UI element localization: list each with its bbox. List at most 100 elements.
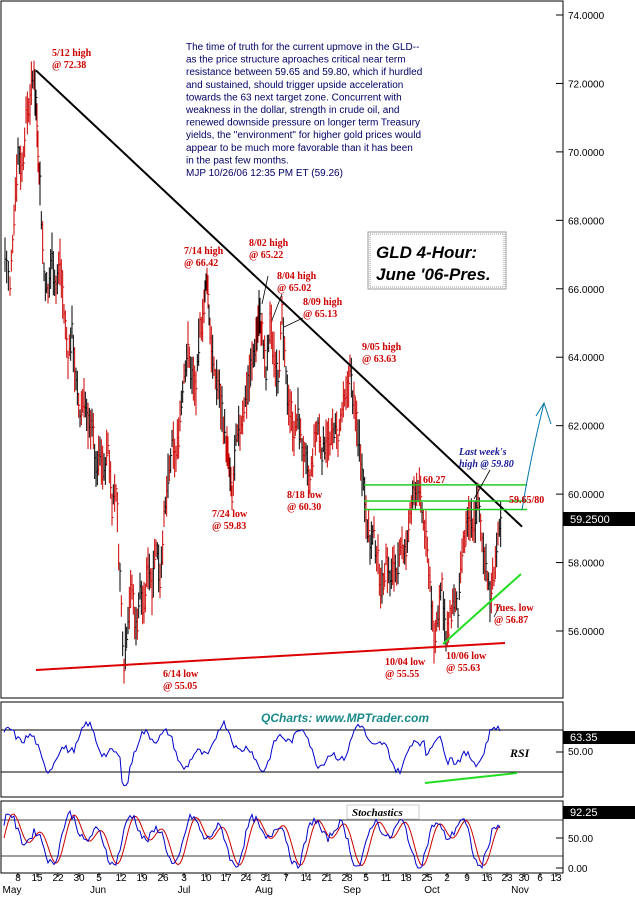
annotation-label: @ 72.38 (52, 60, 86, 71)
annotation-label: 8/18 low (287, 490, 323, 501)
annotation-label: 60.27 (423, 475, 446, 486)
stoch-panel: Stochastics 50.00 0.00 92.25 (1, 804, 635, 875)
commentary-line: weakness in the dollar, strength in crud… (185, 105, 399, 116)
x-tick-label: 8 (15, 873, 21, 884)
y-tick-label: 64.0000 (568, 353, 605, 364)
pointer-line-last-week (473, 469, 491, 500)
x-axis: 8 15 22 30 5 12 19 26 3 10 17 24 31 7 14 21 28 5 11 18 25 2 9 1… (3, 873, 562, 896)
x-month-label: Aug (255, 885, 273, 896)
x-tick-label: 10 (200, 873, 212, 884)
x-tick-label: 9 (464, 873, 470, 884)
rsi-last-value: 63.35 (570, 732, 598, 744)
stoch-last-value: 92.25 (570, 807, 598, 819)
annotation-label: Last week's (458, 447, 507, 458)
x-tick-label: 5 (363, 873, 369, 884)
rising-support-line (442, 573, 522, 645)
x-tick-label: 14 (300, 873, 312, 884)
commentary-line: yields, the "environment" for higher gol… (186, 130, 421, 141)
annotation-label: 5/12 high (52, 48, 92, 59)
stoch-d-line (3, 813, 501, 867)
rsi-panel: QCharts: www.MPTrader.com RSI 50.00 63.35 (1, 711, 635, 787)
x-tick-label: 3 (181, 873, 187, 884)
annotation-label: 8/09 high (303, 297, 343, 308)
annotation-label: @ 66.42 (184, 258, 218, 269)
support-line (35, 642, 506, 671)
annotation-label: @ 65.02 (277, 283, 311, 294)
x-month-label: Oct (424, 885, 440, 896)
downtrend-line (35, 69, 523, 528)
commentary-line: resistance between 59.65 and 59.80, whic… (186, 67, 422, 78)
x-tick-label: 15 (31, 873, 43, 884)
pointer-line-8-02 (261, 275, 269, 305)
annotation-label: @ 63.63 (362, 354, 396, 365)
stoch-label-box (346, 804, 420, 820)
x-tick-label: 19 (136, 873, 148, 884)
annotation-label: 6/14 low (163, 669, 199, 680)
rsi-y-tick: 50.00 (568, 747, 593, 758)
chart-title-box: GLD 4-Hour: June '06-Pres. (367, 231, 507, 290)
x-month-label: Sep (343, 885, 361, 896)
annotation-label: 10/06 low (446, 651, 487, 662)
annotation-label: 7/24 low (212, 509, 248, 520)
y-tick-label: 60.0000 (568, 490, 605, 501)
x-tick-label: 28 (341, 873, 353, 884)
price-lines (35, 69, 552, 671)
annotation-label: 10/04 low (385, 657, 426, 668)
x-tick-label: 30 (518, 873, 530, 884)
y-tick-label: 62.0000 (568, 422, 605, 433)
commentary-line: The time of truth for the current upmove… (186, 42, 419, 53)
x-tick-label: 7 (283, 873, 289, 884)
annotation-label: high @ 59.80 (459, 459, 514, 470)
watermark: QCharts: www.MPTrader.com (261, 711, 429, 725)
projection-arrow (521, 402, 545, 511)
y-tick-label: 68.0000 (568, 216, 605, 227)
stoch-y-tick-0: 0.00 (568, 864, 588, 875)
chart-title-line-2: June '06-Pres. (376, 265, 491, 284)
x-tick-label: 13 (550, 873, 562, 884)
x-tick-label: 26 (157, 873, 169, 884)
price-y-ticks: 74.0000 72.0000 70.0000 68.0000 66.0000 64.00… (556, 11, 605, 638)
x-tick-label: 6 (537, 873, 543, 884)
annotation-label: @ 65.22 (249, 250, 283, 261)
x-tick-label: 17 (220, 873, 232, 884)
annotation-label: 8/02 high (249, 238, 289, 249)
stoch-y-tick-50: 50.00 (568, 834, 593, 845)
x-tick-label: 31 (260, 873, 272, 884)
annotation-label: 59.65/80 (509, 495, 544, 506)
annotation-label: 9/05 high (362, 342, 402, 353)
commentary-line: in the past few months. (186, 155, 289, 166)
x-tick-label: 21 (321, 873, 333, 884)
x-tick-label: 2 (444, 873, 450, 884)
commentary-line: renewed downside pressure on longer term… (186, 118, 420, 129)
y-tick-label: 58.0000 (568, 559, 605, 570)
stoch-last-value-box (563, 806, 635, 819)
annotation-label: 8/04 high (277, 271, 317, 282)
rsi-line (3, 719, 501, 787)
x-tick-label: 23 (501, 873, 513, 884)
x-tick-label: 11 (381, 873, 392, 884)
commentary-line: towards the 63 next target zone. Concurr… (186, 92, 402, 103)
annotations: 5/12 high@ 72.38 7/14 high@ 66.42 8/02 hig… (52, 48, 544, 692)
annotation-label: @ 56.87 (494, 615, 528, 626)
x-tick-label: 24 (240, 873, 252, 884)
commentary-line: MJP 10/26/06 12:35 PM ET (59.26) (186, 168, 343, 179)
x-tick-label: 16 (481, 873, 493, 884)
pointer-line-8-09 (283, 317, 304, 328)
annotation-label: @ 65.13 (303, 309, 337, 320)
y-tick-label: 56.0000 (568, 627, 605, 638)
rsi-last-value-box (563, 731, 635, 744)
x-month-label: Jun (90, 885, 106, 896)
y-tick-label: 66.0000 (568, 285, 605, 296)
y-tick-label: 72.0000 (568, 79, 605, 90)
price-panel-frame (0, 0, 564, 699)
annotation-label: @ 55.63 (446, 663, 480, 674)
annotation-label: @ 59.83 (212, 521, 246, 532)
x-tick-label: 18 (400, 873, 412, 884)
chart-title-line-1: GLD 4-Hour: (376, 243, 477, 262)
x-tick-label: 22 (52, 873, 64, 884)
annotation-label: Tues. low (494, 603, 534, 614)
projection-arrowhead (535, 401, 552, 425)
x-month-label: May (3, 885, 22, 896)
annotation-label: 7/14 high (184, 246, 224, 257)
